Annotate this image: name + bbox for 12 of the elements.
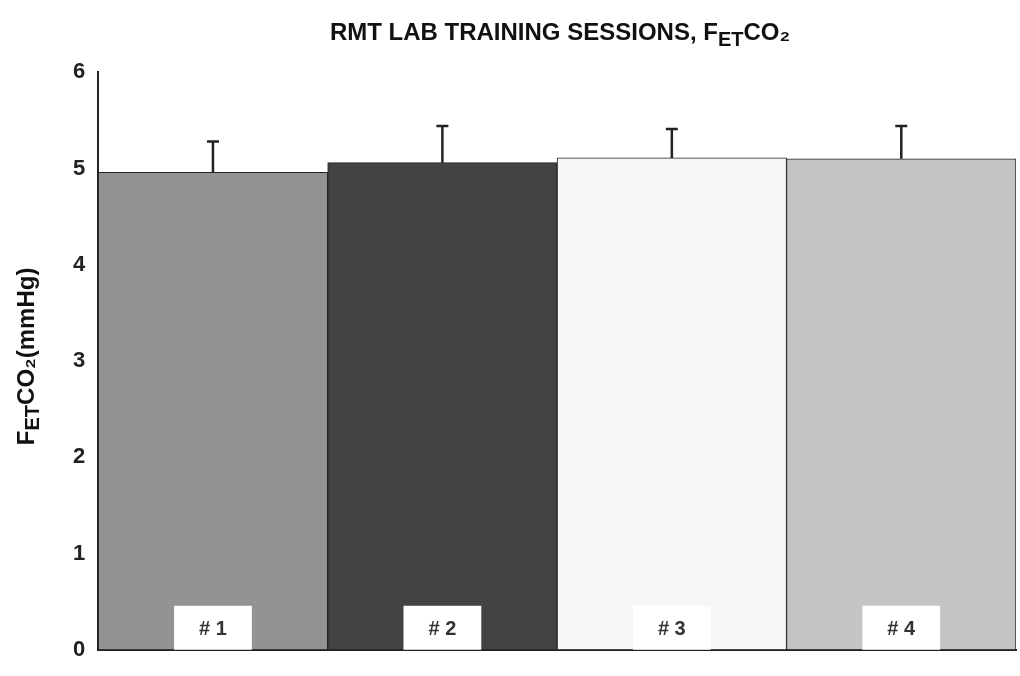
y-tick-label: 6: [72, 58, 86, 84]
y-tick-label: 3: [72, 347, 86, 373]
y-tick-label: 1: [72, 539, 86, 565]
chart-title: RMT LAB TRAINING SESSIONS, F$_{ET}$CO₂: [328, 18, 792, 51]
x-tick-label: # 2: [428, 617, 457, 640]
y-tick-label: 0: [72, 635, 86, 661]
y-tick-label: 5: [72, 154, 86, 180]
x-tick-label: # 4: [887, 617, 917, 640]
x-tick-label: # 3: [657, 617, 686, 640]
y-tick-label: 2: [72, 443, 86, 469]
x-tick-label: # 1: [199, 617, 227, 640]
y-tick-label: 4: [72, 250, 86, 276]
